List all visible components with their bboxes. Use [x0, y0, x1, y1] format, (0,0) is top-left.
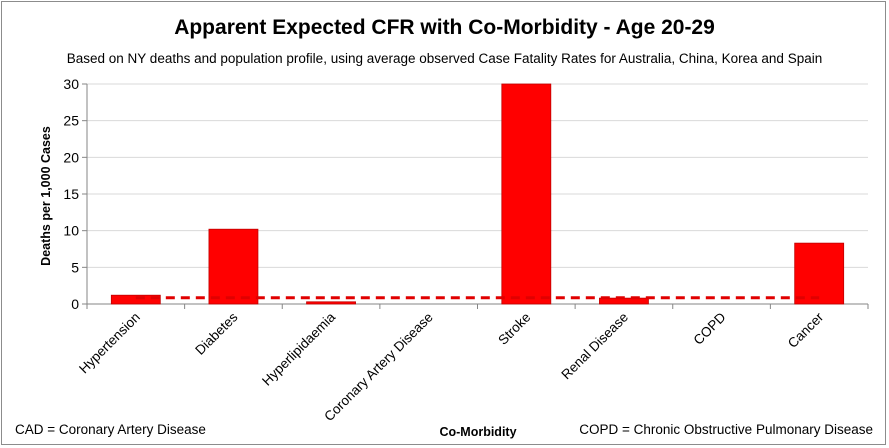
x-tick-label: Stroke	[495, 310, 533, 348]
chart-subtitle: Based on NY deaths and population profil…	[66, 51, 823, 66]
bar-cancer	[794, 242, 845, 305]
y-tick-label: 15	[63, 186, 79, 202]
x-tick-label: Renal Disease	[558, 310, 631, 383]
x-tick-label: Cancer	[785, 309, 827, 351]
copd-footnote: COPD = Chronic Obstructive Pulmonary Dis…	[579, 422, 873, 437]
y-tick-label: 5	[71, 259, 79, 275]
bar-hypertension	[110, 294, 161, 305]
x-tick-label: Hyperlipidaemia	[259, 309, 338, 388]
x-tick-label: COPD	[690, 309, 728, 347]
bar-diabetes	[208, 228, 259, 305]
y-tick-label: 20	[63, 149, 79, 165]
chart-title: Apparent Expected CFR with Co-Morbidity …	[174, 16, 715, 39]
x-tick-label: Diabetes	[192, 309, 240, 357]
bar-stroke	[501, 83, 552, 305]
y-tick-label: 10	[63, 223, 79, 239]
cad-footnote: CAD = Coronary Artery Disease	[15, 422, 206, 437]
y-tick-label: 30	[63, 76, 79, 92]
x-axis-label: Co-Morbidity	[439, 425, 517, 439]
y-tick-label: 25	[63, 113, 79, 129]
bar-hyperlipidaemia	[306, 301, 356, 305]
x-tick-label: Hypertension	[76, 310, 143, 377]
x-tick-label: Coronary Artery Disease	[321, 310, 436, 425]
y-tick-label: 0	[71, 296, 79, 312]
